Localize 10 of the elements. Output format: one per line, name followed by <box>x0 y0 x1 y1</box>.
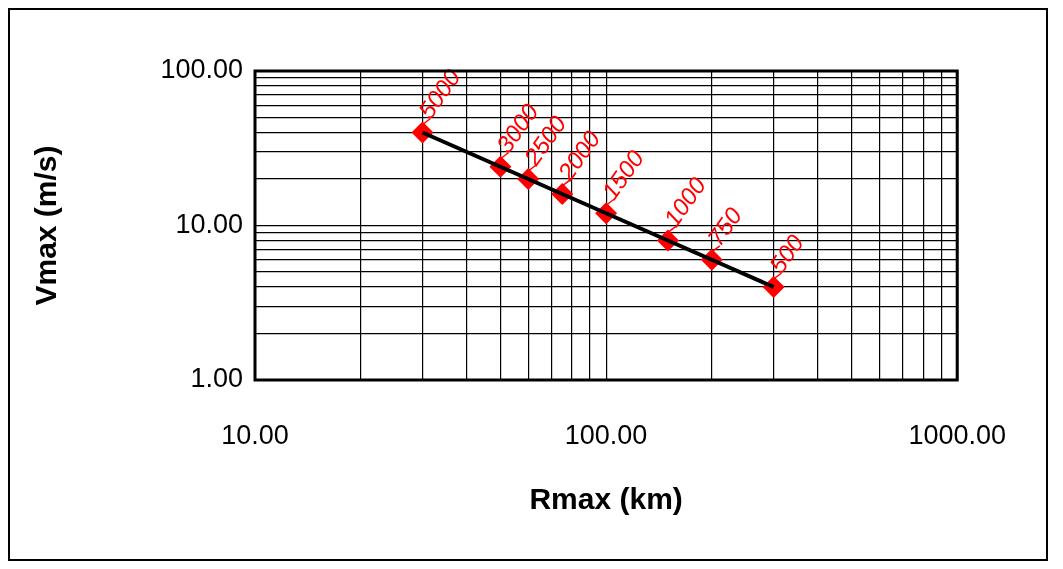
y-tick-label: 100.00 <box>160 54 243 85</box>
x-tick-label: 10.00 <box>221 419 289 450</box>
annotation: 750 <box>701 201 748 251</box>
x-tick-label: 1000.00 <box>908 419 1007 450</box>
x-tick-label: 100.00 <box>564 419 648 450</box>
x-axis-title: Rmax (km) <box>529 482 683 516</box>
y-axis-title: Vmax (m/s) <box>29 145 63 306</box>
y-tick-label: 1.00 <box>190 363 243 394</box>
y-tick-label: 10.00 <box>175 208 243 239</box>
annotation: 500 <box>763 229 810 278</box>
